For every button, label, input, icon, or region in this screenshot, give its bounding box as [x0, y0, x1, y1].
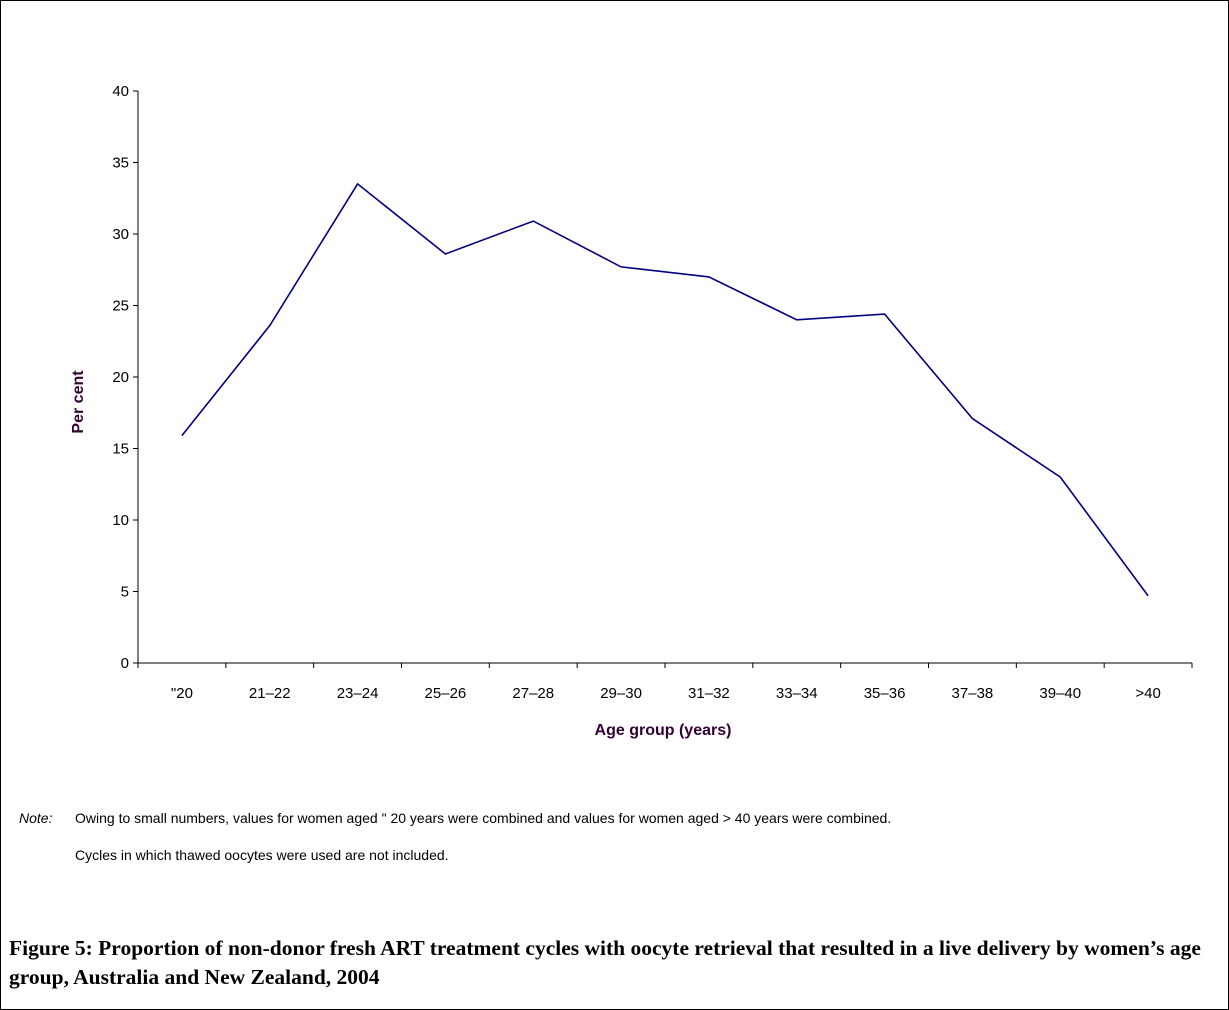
series-line — [181, 182, 1149, 597]
data-point — [269, 325, 271, 327]
x-tick-label: 33–34 — [776, 685, 818, 702]
x-tick-label: 29–30 — [600, 685, 642, 702]
figure-caption: Figure 5: Proportion of non-donor fresh … — [9, 936, 1201, 989]
data-point — [1059, 476, 1061, 478]
y-tick-label: 20 — [112, 369, 129, 386]
note-text-1: Owing to small numbers, values for women… — [75, 810, 892, 826]
y-tick-label: 10 — [112, 512, 129, 529]
x-tick-label: 35–36 — [864, 685, 906, 702]
x-tick-label: 39–40 — [1039, 685, 1081, 702]
x-tick-label: 25–26 — [425, 685, 467, 702]
x-tick-label: 31–32 — [688, 685, 730, 702]
note-text-2: Cycles in which thawed oocytes were used… — [75, 847, 449, 863]
x-tick-label: "20 — [171, 685, 193, 702]
x-tick-label: 21–22 — [249, 685, 291, 702]
note-line-1: Note: Owing to small numbers, values for … — [19, 810, 891, 826]
y-tick-label: 0 — [121, 655, 129, 672]
x-tick-label: >40 — [1135, 685, 1160, 702]
y-tick-label: 30 — [112, 226, 129, 243]
y-axis-title: Per cent — [70, 370, 87, 434]
data-point — [884, 313, 886, 315]
data-point — [1147, 595, 1149, 597]
data-point — [357, 183, 359, 185]
y-tick-label: 15 — [112, 441, 129, 458]
x-tick-label: 27–28 — [512, 685, 554, 702]
x-axis-title: Age group (years) — [595, 722, 732, 739]
y-tick-label: 25 — [112, 298, 129, 315]
data-point — [708, 276, 710, 278]
note-line-2: Cycles in which thawed oocytes were used… — [19, 847, 449, 863]
x-tick-label: 37–38 — [952, 685, 994, 702]
data-point — [181, 435, 183, 437]
x-tick-label: 23–24 — [337, 685, 379, 702]
data-point — [796, 319, 798, 321]
line-chart: 0 5 10 15 20 25 30 35 40 "20 21–22 23–24 25–26 27–28 2… — [70, 83, 1193, 739]
data-point — [532, 220, 534, 222]
data-point — [971, 417, 973, 419]
note-label: Note: — [19, 810, 53, 826]
y-tick-label: 5 — [121, 584, 129, 601]
data-point — [444, 253, 446, 255]
y-tick-label: 40 — [112, 83, 129, 100]
data-point — [620, 266, 622, 268]
y-tick-label: 35 — [112, 155, 129, 172]
